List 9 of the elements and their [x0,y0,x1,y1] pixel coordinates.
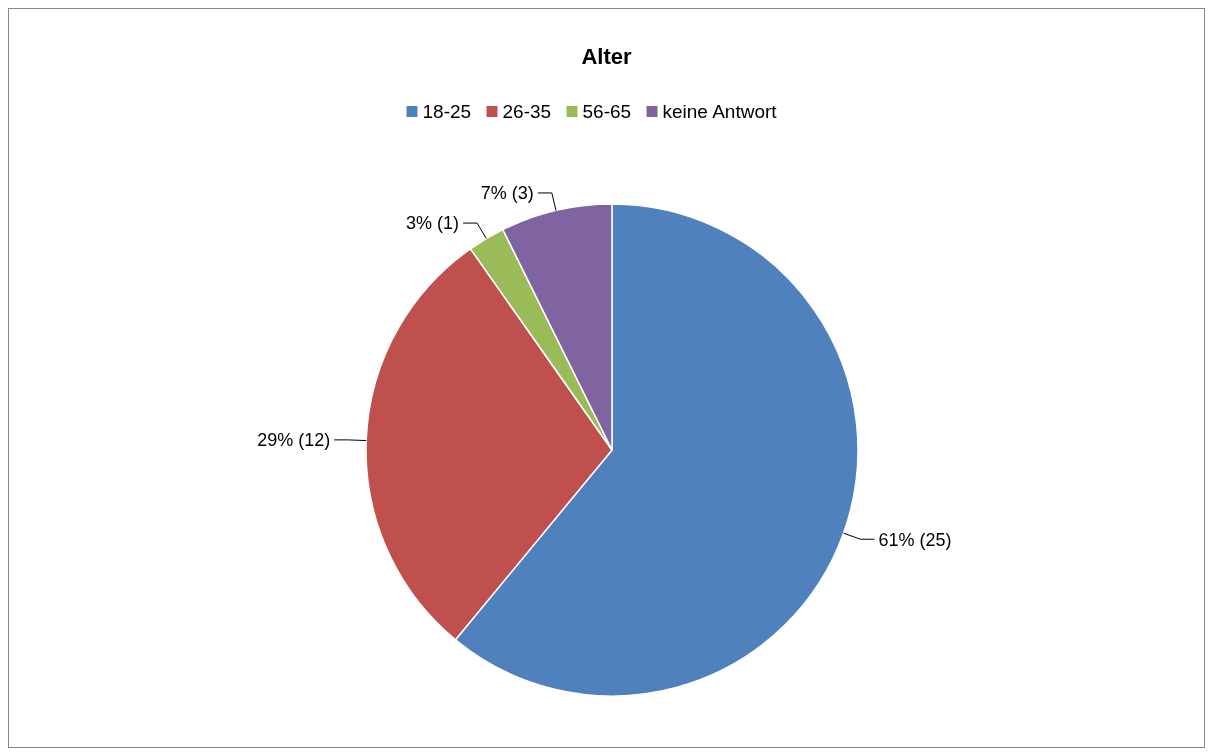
legend-label: 18-25 [422,100,472,122]
legend-label: keine Antwort [662,100,778,122]
chart-title: Alter [581,43,632,69]
data-label: 61% (25) [878,529,952,550]
legend-label: 56-65 [582,100,632,122]
data-label: 3% (1) [406,213,460,234]
legend-label: 26-35 [502,100,552,122]
data-label: 29% (12) [257,430,331,451]
data-label: 7% (3) [480,183,534,204]
